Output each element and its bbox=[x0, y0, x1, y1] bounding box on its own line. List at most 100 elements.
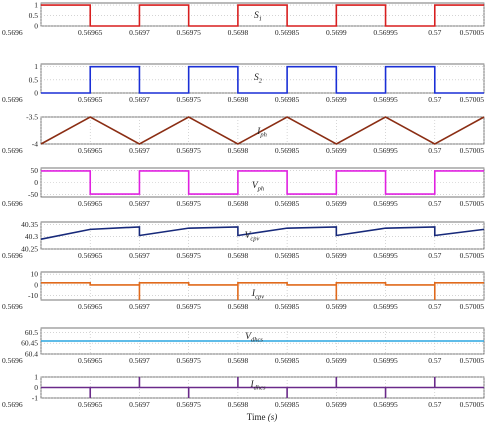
x-tick-label: 0.5699 bbox=[326, 251, 347, 260]
panel-7: 60.5 60.45 60.40.5696 0.56965 0.5697 0.56975 0… bbox=[2, 327, 485, 365]
x-tick-label: 0.56975 bbox=[176, 302, 201, 311]
y-tick-label: -10 bbox=[28, 291, 38, 300]
y-tick-label: 60.45 bbox=[21, 339, 38, 348]
x-tick-label: 0.57 bbox=[428, 400, 441, 409]
y-tick-label: 0 bbox=[34, 178, 38, 187]
signal-label-main: S bbox=[254, 11, 259, 21]
signal-label: Vcpv bbox=[245, 231, 260, 243]
x-tick-label: 0.57005 bbox=[460, 28, 485, 37]
y-tick-label: 0.5 bbox=[29, 11, 39, 20]
x-tick-label: 0.5699 bbox=[326, 95, 347, 104]
signal-label: Vdhcs bbox=[245, 332, 263, 344]
x-tick-label: 0.56965 bbox=[78, 356, 103, 365]
y-tick-label: 1 bbox=[34, 373, 38, 382]
signal-label-main: S bbox=[254, 73, 259, 83]
x-tick-label: 0.56995 bbox=[373, 356, 398, 365]
series-line bbox=[41, 65, 484, 94]
x-tick-label: 0.5697 bbox=[129, 251, 150, 260]
x-tick-label: 0.5696 bbox=[2, 199, 23, 208]
x-tick-label: 0.56965 bbox=[78, 28, 103, 37]
signal-label-sub: 2 bbox=[259, 78, 263, 85]
y-tick-label: 40.25 bbox=[21, 245, 38, 254]
y-tick-label: -50 bbox=[28, 190, 38, 199]
x-tick-label: 0.5698 bbox=[228, 302, 249, 311]
panel-4: 50 0 -50 0.5696 0.56965 0.5697 0.56975 0.5698 0.… bbox=[2, 166, 485, 208]
x-tick-label: 0.5697 bbox=[129, 356, 150, 365]
signal-label: Icpv bbox=[251, 289, 264, 301]
signal-label-main: V bbox=[245, 231, 252, 241]
x-tick-label: 0.57 bbox=[428, 302, 441, 311]
y-tick-label: -1 bbox=[32, 394, 38, 403]
x-tick-label: 0.57 bbox=[428, 95, 441, 104]
x-tick-label: 0.5697 bbox=[129, 28, 150, 37]
x-tick-label: 0.57 bbox=[428, 199, 441, 208]
x-tick-label: 0.56975 bbox=[176, 356, 201, 365]
x-tick-label: 0.5698 bbox=[228, 95, 249, 104]
x-tick-label: 0.57005 bbox=[460, 400, 485, 409]
x-tick-label: 0.56975 bbox=[176, 199, 201, 208]
y-tick-label: 10 bbox=[31, 270, 39, 279]
series-line bbox=[41, 281, 484, 300]
x-tick-label: 0.5696 bbox=[2, 146, 23, 155]
x-tick-label: 0.5697 bbox=[129, 199, 150, 208]
x-axis-title: Time (s) bbox=[247, 412, 277, 422]
signal-label: Vph bbox=[252, 181, 264, 193]
signal-label-main: I bbox=[251, 289, 256, 299]
x-tick-label: 0.5699 bbox=[326, 356, 347, 365]
x-tick-label: 0.5698 bbox=[228, 356, 249, 365]
x-tick-label: 0.56995 bbox=[373, 199, 398, 208]
x-tick-label: 0.57 bbox=[428, 251, 441, 260]
x-tick-label: 0.5699 bbox=[326, 400, 347, 409]
panel-3: -3.5 -4 0.5696 0.56965 0.5697 0.56975 0.5698 0.… bbox=[2, 113, 485, 155]
x-tick-label: 0.57 bbox=[428, 146, 441, 155]
series-line bbox=[41, 4, 484, 27]
x-tick-label: 0.56985 bbox=[275, 199, 300, 208]
y-tick-label: 60.5 bbox=[25, 328, 38, 337]
signal-label-sub: cpv bbox=[255, 294, 264, 301]
y-tick-label: 0 bbox=[34, 22, 38, 31]
signal-label: S1 bbox=[254, 11, 262, 23]
panel-8: 10 -1 0.5696 0.56965 0.5697 0.56975 0.5698 0.56… bbox=[2, 373, 485, 409]
x-tick-label: 0.56965 bbox=[78, 302, 103, 311]
plot-frame bbox=[40, 116, 485, 145]
y-tick-label: 1 bbox=[34, 1, 38, 10]
x-tick-label: 0.5698 bbox=[228, 146, 249, 155]
x-axis-title-unit: (s) bbox=[268, 412, 278, 422]
x-tick-label: 0.56965 bbox=[78, 251, 103, 260]
x-tick-label: 0.56975 bbox=[176, 400, 201, 409]
x-tick-label: 0.56985 bbox=[275, 28, 300, 37]
x-tick-label: 0.56995 bbox=[373, 251, 398, 260]
signal-label-main: V bbox=[245, 332, 252, 342]
x-tick-label: 0.5699 bbox=[326, 28, 347, 37]
signal-label: S2 bbox=[254, 73, 263, 85]
series-line bbox=[41, 377, 484, 398]
x-tick-label: 0.57005 bbox=[460, 95, 485, 104]
x-tick-label: 0.56985 bbox=[275, 146, 300, 155]
x-tick-label: 0.56995 bbox=[373, 95, 398, 104]
signal-label-main: V bbox=[252, 181, 259, 191]
x-tick-label: 0.56965 bbox=[78, 95, 103, 104]
x-tick-label: 0.57005 bbox=[460, 356, 485, 365]
x-tick-label: 0.56975 bbox=[176, 28, 201, 37]
signal-label-sub: ph bbox=[257, 186, 265, 193]
x-tick-label: 0.57 bbox=[428, 356, 441, 365]
x-tick-label: 0.5699 bbox=[326, 199, 347, 208]
x-tick-label: 0.57 bbox=[428, 28, 441, 37]
signal-label-sub: ph bbox=[259, 132, 267, 139]
y-tick-label: 0 bbox=[34, 383, 38, 392]
y-tick-label: -3.5 bbox=[26, 113, 38, 122]
panel-2: 1 0.5 0 0.5696 0.56965 0.5697 0.56975 0.5698 0.5… bbox=[2, 62, 485, 104]
y-tick-label: 0.5 bbox=[29, 75, 39, 84]
panel-6: 100 -10 0.5696 0.56965 0.5697 0.56975 0.5698 0.… bbox=[2, 270, 485, 311]
y-tick-label: 60.4 bbox=[25, 350, 38, 359]
y-tick-label: 0 bbox=[34, 280, 38, 289]
signal-label-sub: cpv bbox=[250, 236, 259, 243]
x-tick-label: 0.56995 bbox=[373, 302, 398, 311]
x-tick-label: 0.5696 bbox=[2, 302, 23, 311]
x-tick-label: 0.56975 bbox=[176, 95, 201, 104]
x-tick-label: 0.56985 bbox=[275, 95, 300, 104]
x-tick-label: 0.5698 bbox=[228, 251, 249, 260]
x-tick-label: 0.56995 bbox=[373, 146, 398, 155]
x-tick-label: 0.56965 bbox=[78, 146, 103, 155]
x-tick-label: 0.56995 bbox=[373, 28, 398, 37]
